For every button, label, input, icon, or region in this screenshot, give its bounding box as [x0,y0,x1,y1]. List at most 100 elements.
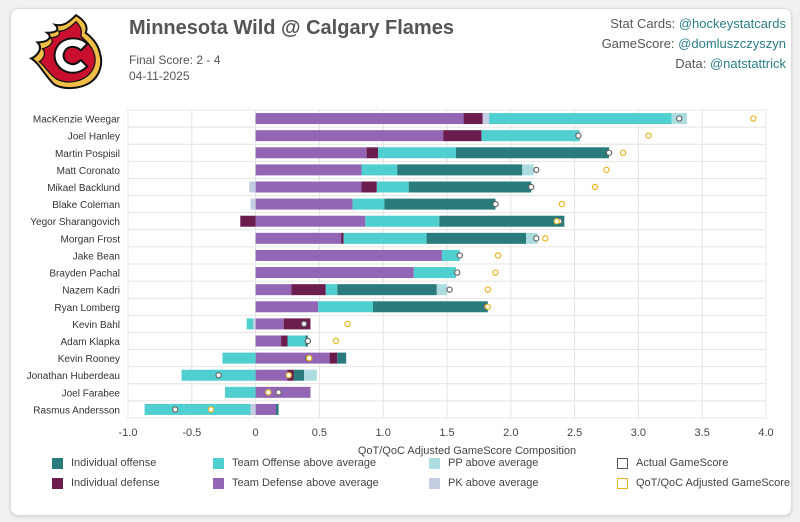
player-label: Jake Bean [73,251,120,262]
x-tick-label: -0.5 [182,427,201,439]
bar-segment-team-def [255,198,353,210]
bar-segment-team-def [255,301,319,313]
bar-segment-team-off [144,403,251,415]
bar-segment-team-def [255,386,311,398]
player-label: Joel Hanley [68,132,120,143]
actual-gamescore-marker [528,183,535,191]
x-tick-label: 0 [253,427,259,439]
player-label: Blake Coleman [52,200,120,211]
bar-segment-ind-off [372,301,488,313]
legend-swatch [429,477,440,489]
adjusted-gamescore-marker [750,115,757,122]
bar-segment-team-off [352,198,385,210]
bar-segment-team-def [255,181,362,193]
bar-segment-team-def [255,335,282,347]
final-score: Final Score: 2 - 4 [129,53,221,67]
player-label: Jonathan Huberdeau [27,371,120,382]
legend-label: PK above average [448,477,539,489]
adjusted-gamescore-marker [305,354,313,362]
bar-segment-team-off [222,352,256,364]
bar-segment-ind-off [384,198,496,210]
credit-gamescore: GameScore: @domluszczyszyn [601,36,786,51]
bar-segment-ind-off [397,164,523,176]
actual-gamescore-marker [446,286,453,293]
bar-segment-team-def [255,249,442,261]
bar-segment-team-off [481,130,580,142]
bar-segment-pk [482,113,490,125]
bar-segment-team-off [361,164,398,176]
x-tick-label: -1.0 [119,427,138,439]
bar-segment-team-def [255,352,330,364]
actual-gamescore-marker [575,132,582,139]
legend-swatch [429,457,440,469]
legend-item: QoT/QoC Adjusted GameScore [617,477,790,489]
adjusted-gamescore-marker [542,235,549,242]
bar-segment-ind-def [281,335,288,347]
bar-segment-ind-def [283,318,311,330]
bar-segment-ind-off [426,232,527,244]
bar-segment-team-off [441,249,460,261]
adjusted-gamescore-marker [484,303,492,310]
credit-data: Data: @natstattrick [675,56,786,71]
adjusted-gamescore-marker [265,389,272,396]
bar-segment-pk [253,318,256,330]
bar-segment-team-off [413,267,456,279]
adjusted-gamescore-marker [332,337,340,345]
x-axis-label: QoT/QoC Adjusted GameScore Composition [358,445,576,457]
legend-label: Individual offense [71,457,157,469]
bar-segment-team-def [255,113,464,125]
bar-segment-ind-off [337,284,437,296]
bar-segment-team-def [255,232,342,244]
calgary-flames-logo [28,13,103,89]
bar-segment-pk [249,181,256,193]
adjusted-gamescore-marker [207,406,215,413]
credit-handle-link[interactable]: @hockeystatcards [678,16,786,31]
bar-segment-ind-def [240,215,256,227]
player-label: Ryan Lomberg [54,303,120,314]
bar-segment-team-def [255,215,366,227]
bar-segment-team-off [489,113,672,125]
legend-item: Actual GameScore [617,457,728,469]
legend-swatch [213,477,224,489]
legend-swatch [52,477,63,489]
player-label: Morgan Frost [61,234,121,245]
bar-segment-team-def [255,318,284,330]
legend-label: QoT/QoC Adjusted GameScore [636,477,791,489]
credit-handle-link[interactable]: @natstattrick [709,56,786,71]
bar-segment-ind-def [361,181,377,193]
legend-item: Team Offense above average [213,457,376,469]
x-tick-label: 4.0 [758,427,773,439]
bar-segment-team-def [255,147,367,159]
bar-segment-pp [522,164,534,176]
bar-segment-pp [526,232,538,244]
actual-gamescore-marker [533,235,540,242]
actual-gamescore-marker [300,320,308,328]
adjusted-gamescore-marker [344,320,351,328]
actual-gamescore-marker [304,337,312,345]
adjusted-gamescore-marker [619,149,627,156]
page-title: Minnesota Wild @ Calgary Flames [129,17,454,39]
actual-gamescore-marker [533,166,540,174]
bar-segment-ind-def [463,113,483,125]
bar-segment-team-off [246,318,254,330]
bar-segment-team-def [255,369,288,381]
x-tick-label: 3.5 [695,427,710,439]
bar-segment-team-def [255,284,292,296]
x-tick-label: 2.0 [503,427,518,439]
bar-segment-pp [304,369,317,381]
legend-item: Individual defense [52,477,160,489]
stat-card [10,8,792,516]
x-tick-label: 2.5 [567,427,582,439]
credit-handle-link[interactable]: @domluszczyszyn [678,36,786,51]
legend-label: PP above average [448,457,539,469]
player-label: Joel Farabee [62,388,121,399]
legend-label: Team Offense above average [232,457,377,469]
actual-gamescore-marker [275,389,282,396]
bar-segment-pk [250,198,256,210]
bar-segment-ind-off [276,403,279,415]
legend-swatch [213,457,224,469]
bar-segment-pp [436,284,447,296]
bar-segment-team-off [318,301,373,313]
actual-gamescore-marker [172,406,179,413]
player-label: Brayden Pachal [49,269,120,280]
